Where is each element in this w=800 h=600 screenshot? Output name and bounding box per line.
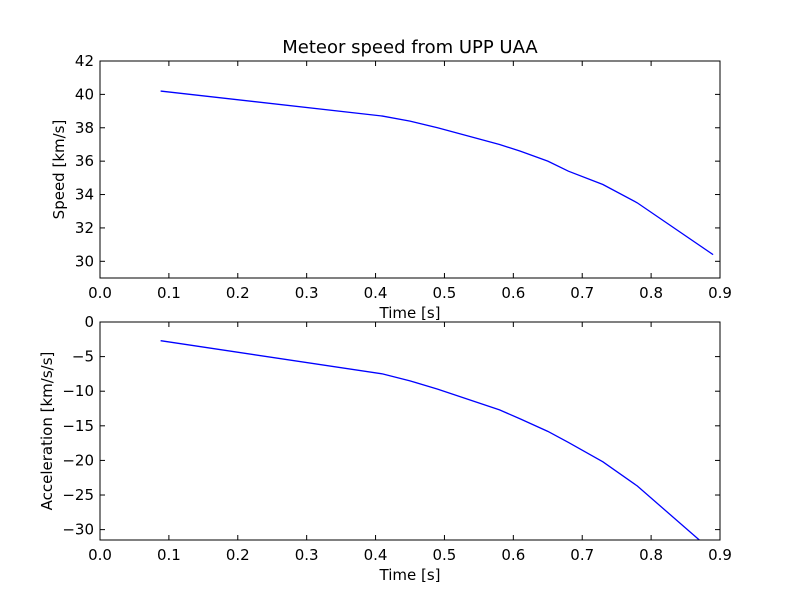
acceleration-x-tick-label: 0.3	[295, 546, 319, 564]
speed-y-tick-label: 32	[75, 219, 94, 237]
speed-x-tick-label: 0.7	[570, 284, 594, 302]
acceleration-x-tick-label: 0.4	[364, 546, 388, 564]
speed-y-tick-label: 40	[75, 85, 94, 103]
speed-y-tick-label: 38	[75, 119, 94, 137]
speed-y-tick-label: 30	[75, 252, 94, 270]
speed-y-axis-label: Speed [km/s]	[50, 120, 68, 220]
acceleration-y-tick-label: 0	[84, 313, 94, 331]
speed-x-tick-label: 0.0	[88, 284, 112, 302]
acceleration-x-axis-label: Time [s]	[379, 566, 441, 584]
acceleration-plot-frame	[99, 321, 721, 541]
speed-x-axis-label: Time [s]	[379, 304, 441, 322]
speed-y-tick-label: 34	[75, 186, 94, 204]
acceleration-x-tick-label: 0.1	[157, 546, 181, 564]
speed-y-tick-label: 36	[75, 152, 94, 170]
acceleration-x-tick-label: 0.2	[226, 546, 250, 564]
acceleration-y-axis-label: Acceleration [km/s/s]	[38, 352, 56, 511]
speed-x-axis: 0.0 0.1 0.2 0.3 0.4 0.5 0.6 0.7 0.8 0.9	[88, 61, 732, 302]
speed-y-axis: 30 32 34 36 38 40 42	[75, 52, 720, 270]
acceleration-series-line	[160, 340, 700, 540]
speed-plot-area	[99, 60, 721, 279]
speed-x-tick-label: 0.2	[226, 284, 250, 302]
speed-x-tick-label: 0.9	[708, 284, 732, 302]
acceleration-x-axis: 0.0 0.1 0.2 0.3 0.4 0.5 0.6 0.7 0.8 0.9	[88, 322, 732, 564]
speed-x-tick-label: 0.8	[639, 284, 663, 302]
acceleration-y-tick-label: −20	[62, 451, 94, 469]
acceleration-x-tick-label: 0.8	[639, 546, 663, 564]
speed-x-tick-label: 0.6	[501, 284, 525, 302]
acceleration-y-tick-label: −5	[72, 348, 94, 366]
acceleration-y-tick-label: −30	[62, 521, 94, 539]
speed-plot-frame	[99, 60, 721, 279]
speed-chart-title: Meteor speed from UPP UAA	[282, 37, 538, 58]
speed-x-tick-label: 0.5	[433, 284, 457, 302]
acceleration-y-tick-label: −10	[62, 382, 94, 400]
speed-x-tick-label: 0.1	[157, 284, 181, 302]
speed-x-tick-label: 0.3	[295, 284, 319, 302]
acceleration-y-tick-label: −25	[62, 486, 94, 504]
speed-y-tick-label: 42	[75, 52, 94, 70]
acceleration-x-tick-label: 0.9	[708, 546, 732, 564]
acceleration-x-tick-label: 0.6	[501, 546, 525, 564]
acceleration-x-tick-label: 0.7	[570, 546, 594, 564]
acceleration-x-tick-label: 0.5	[433, 546, 457, 564]
acceleration-panel: 0.0 0.1 0.2 0.3 0.4 0.5 0.6 0.7 0.8 0.9 0 −5 −10 −15…	[38, 313, 732, 584]
speed-series-line	[160, 90, 714, 256]
speed-panel: Meteor speed from UPP UAA 0.0 0.1 0.2 0.3 0.…	[50, 37, 732, 322]
acceleration-plot-area	[99, 321, 721, 541]
speed-x-tick-label: 0.4	[364, 284, 388, 302]
acceleration-y-axis: 0 −5 −10 −15 −20 −25 −30	[62, 313, 720, 539]
acceleration-y-tick-label: −15	[62, 417, 94, 435]
acceleration-x-tick-label: 0.0	[88, 546, 112, 564]
